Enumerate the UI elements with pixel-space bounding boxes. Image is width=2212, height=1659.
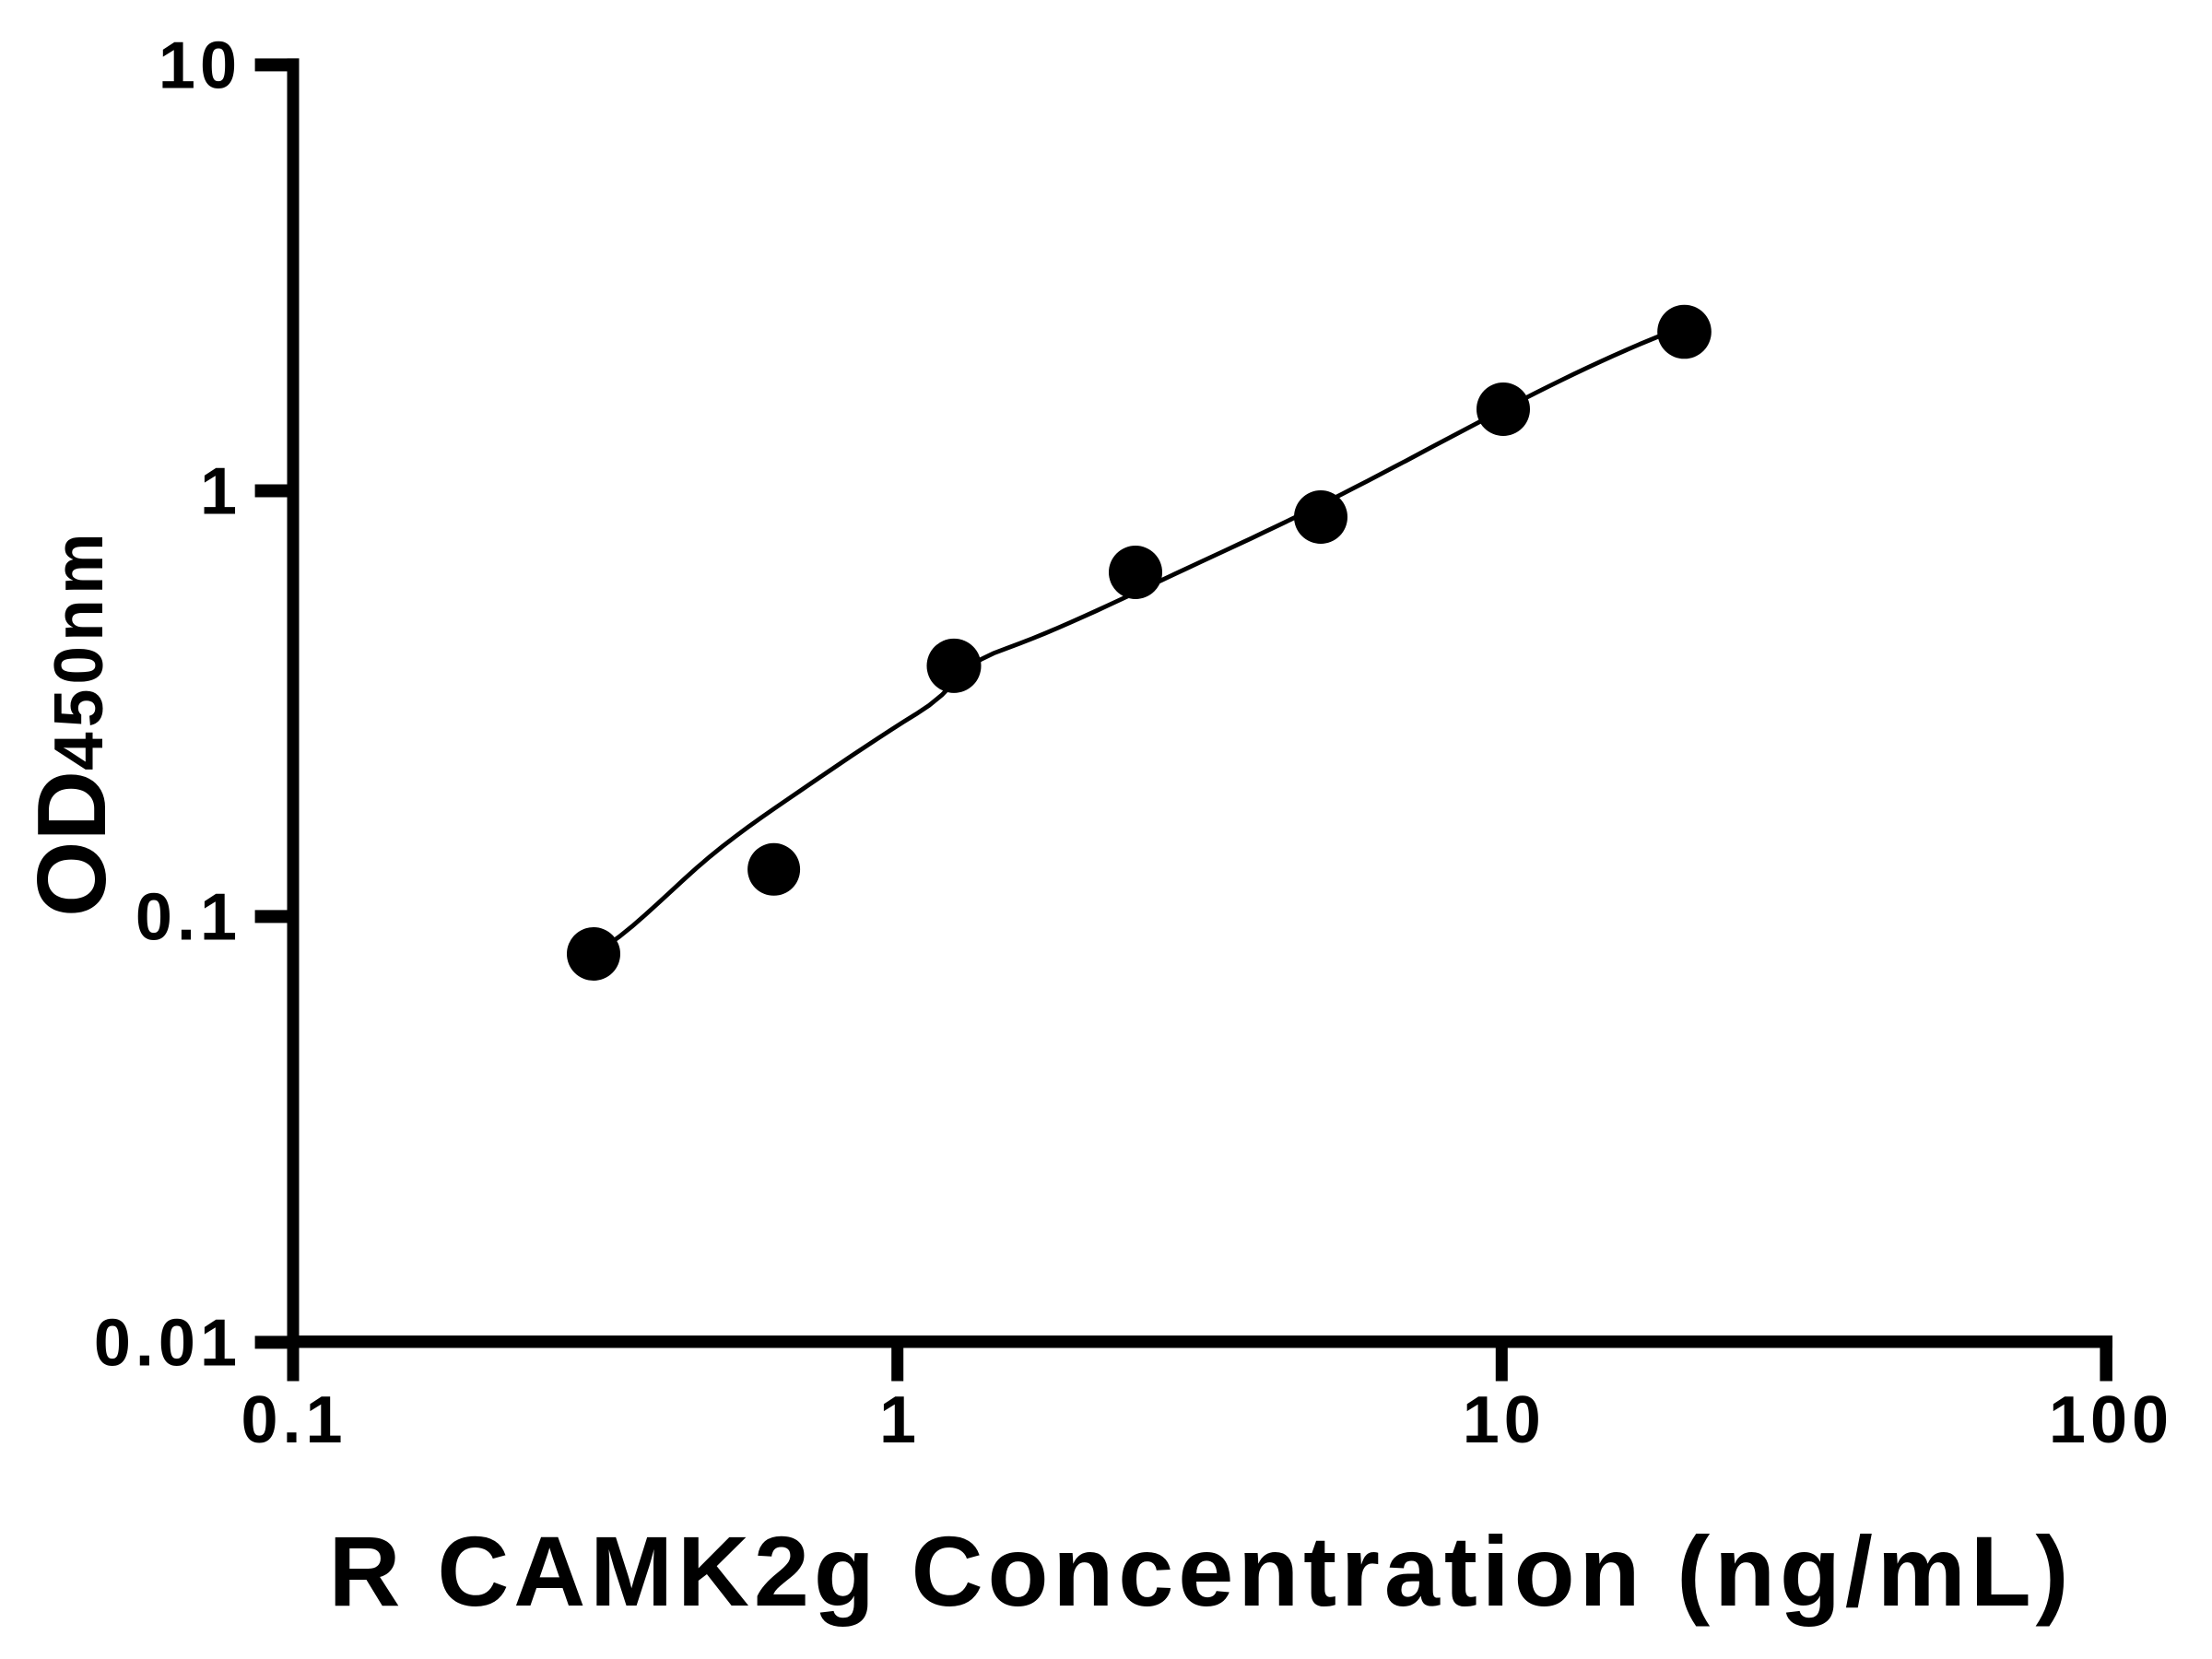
svg-text:10: 10 <box>159 29 241 103</box>
svg-text:0.01: 0.01 <box>94 1307 241 1381</box>
svg-text:0.1: 0.1 <box>241 1383 347 1457</box>
svg-text:1: 1 <box>879 1383 921 1457</box>
svg-text:1: 1 <box>200 455 241 529</box>
svg-text:OD450nm: OD450nm <box>18 528 126 917</box>
svg-text:100: 100 <box>2049 1383 2173 1457</box>
svg-text:10: 10 <box>1463 1383 1546 1457</box>
svg-text:R CAMK2g Concentration (ng/mL): R CAMK2g Concentration (ng/mL) <box>329 1515 2074 1627</box>
svg-text:0.1: 0.1 <box>135 881 241 955</box>
